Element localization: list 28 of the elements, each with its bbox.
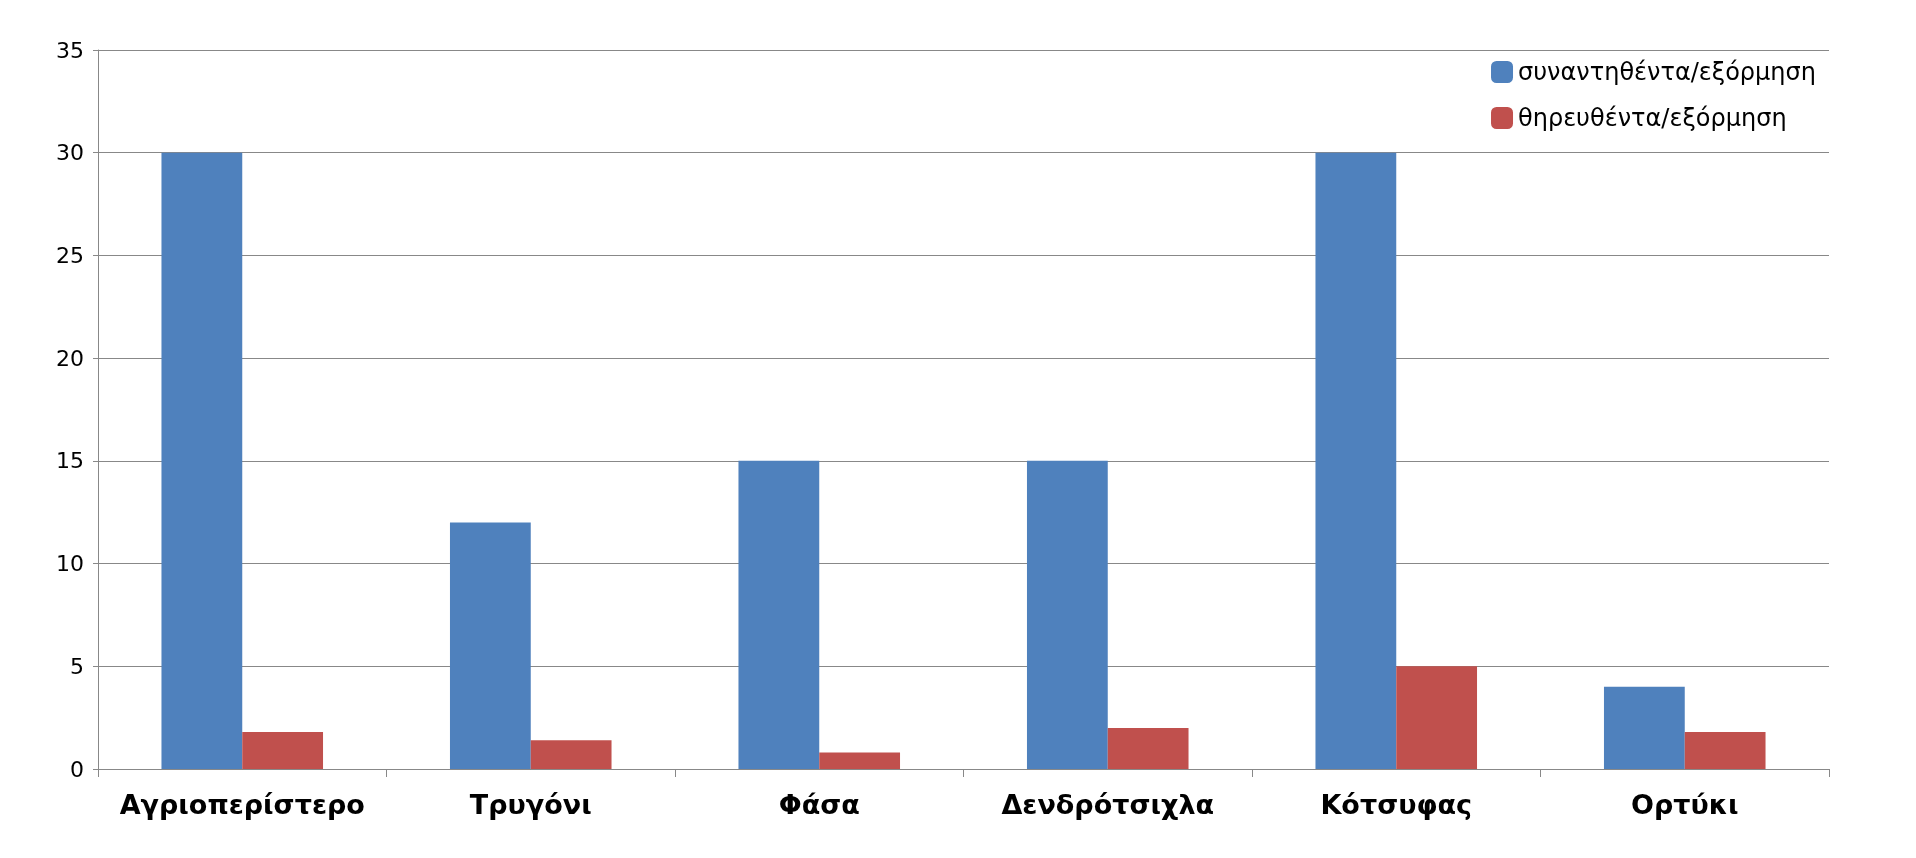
y-tick-label: 20 bbox=[56, 345, 84, 371]
bar bbox=[161, 152, 243, 769]
y-tick-label: 15 bbox=[56, 448, 84, 474]
bar bbox=[1684, 732, 1766, 769]
bar bbox=[738, 460, 820, 769]
x-tick-label: Φάσα bbox=[778, 789, 860, 820]
y-tick-label: 0 bbox=[70, 756, 84, 782]
bar bbox=[449, 522, 531, 769]
bar bbox=[530, 740, 612, 769]
legend-label: θηρευθέντα/εξόρμηση bbox=[1518, 104, 1787, 132]
x-tick-label: Ορτύκι bbox=[1631, 789, 1739, 820]
bar bbox=[242, 732, 324, 769]
x-tick-label: Κότσυφας bbox=[1320, 789, 1473, 820]
y-tick-label: 5 bbox=[70, 653, 84, 679]
x-tick-label: Αγριοπερίστερο bbox=[119, 789, 365, 820]
y-tick-label: 30 bbox=[56, 140, 84, 166]
y-tick-label: 35 bbox=[56, 37, 84, 63]
x-tick-label: Τρυγόνι bbox=[469, 789, 592, 820]
bar bbox=[819, 752, 901, 769]
y-tick-label: 10 bbox=[56, 551, 84, 577]
bar bbox=[1107, 727, 1189, 769]
bar bbox=[1026, 460, 1108, 769]
legend-label: συναντηθέντα/εξόρμηση bbox=[1518, 58, 1816, 86]
y-tick-label: 25 bbox=[56, 242, 84, 268]
x-tick-label: Δενδρότσιχλα bbox=[1001, 789, 1215, 820]
bar bbox=[1396, 666, 1478, 769]
bar bbox=[1603, 686, 1685, 769]
bar bbox=[1315, 152, 1397, 769]
